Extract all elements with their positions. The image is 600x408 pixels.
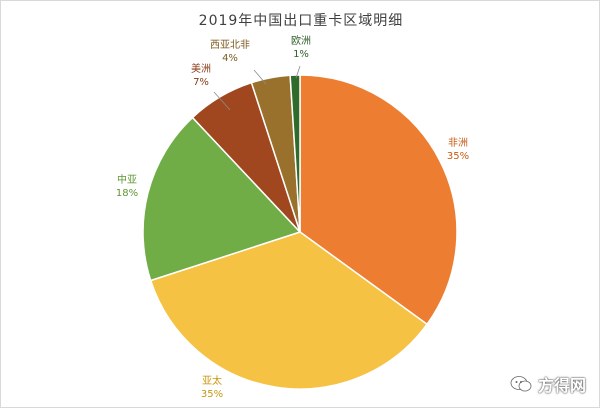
slice-percent-label: 4%	[222, 53, 238, 64]
wechat-icon	[510, 376, 532, 392]
pie-slice-6	[289, 74, 301, 233]
slice-percent-label: 7%	[193, 77, 209, 88]
pie-slice-1	[299, 74, 458, 326]
slice-name-label: 中亚	[117, 173, 137, 186]
slice-percent-label: 35%	[447, 151, 469, 162]
leader-line-6	[295, 65, 301, 79]
slice-name-label: 欧洲	[291, 35, 311, 47]
slice-percent-label: 35%	[201, 389, 223, 400]
pie-slice-2	[149, 231, 429, 390]
watermark-text: 方得网	[537, 376, 586, 395]
slice-name-label: 美洲	[191, 62, 211, 75]
slice-name-label: 非洲	[448, 137, 468, 149]
slice-percent-label: 18%	[116, 188, 138, 199]
pie-slice-3	[142, 116, 302, 282]
leader-line-5	[253, 69, 267, 85]
slice-name-label: 西亚北非	[210, 39, 250, 51]
slice-name-label: 亚太	[202, 374, 222, 387]
chart-title: 2019年中国出口重卡区域明细	[198, 13, 404, 29]
leader-line-4	[213, 91, 231, 111]
watermark: 方得网	[510, 372, 586, 396]
slice-percent-label: 1%	[293, 49, 309, 60]
